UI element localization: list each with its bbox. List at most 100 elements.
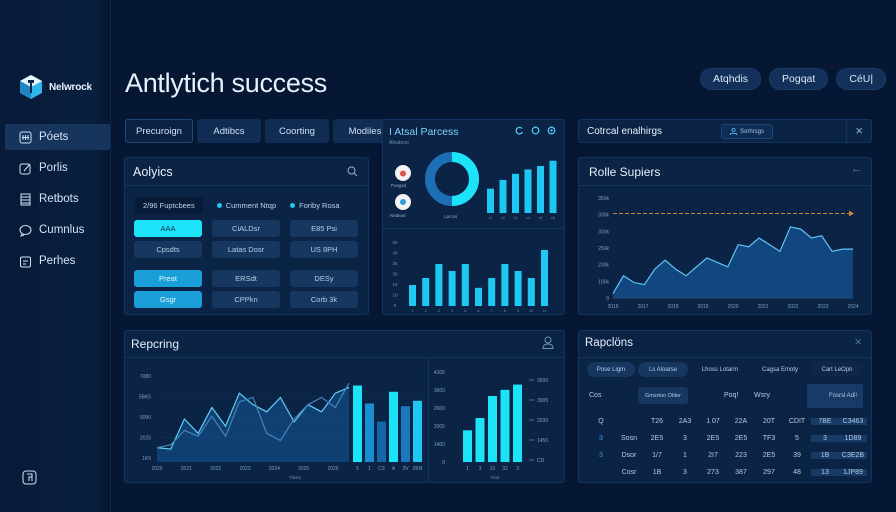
svg-text:9: 9 bbox=[517, 309, 519, 313]
grid-button[interactable]: AAA bbox=[134, 220, 202, 237]
gear-icon[interactable] bbox=[547, 126, 556, 135]
svg-text:50: 50 bbox=[392, 240, 398, 245]
filter-chip[interactable]: Cart LeOpn bbox=[811, 362, 863, 377]
tab-adtibcs[interactable]: Adtibcs bbox=[196, 119, 261, 143]
svg-text:2024: 2024 bbox=[269, 466, 280, 472]
sidebar-item-label: Retbots bbox=[39, 193, 79, 205]
role-area-chart: 0 100k 200k 250k 300k 330k 350k 2016 2017 2018 201… bbox=[598, 196, 859, 310]
grid-button[interactable]: Corb 3k bbox=[290, 291, 358, 308]
table-row[interactable]: 3 Sosn 2E5 3 2E5 2E5 TF3 5 3 1D89 bbox=[587, 430, 867, 447]
regions-title: Rapclöns bbox=[585, 337, 633, 349]
svg-text:Tlasm: Tlasm bbox=[289, 475, 302, 480]
legend-item[interactable]: Cumment Ntqp bbox=[216, 201, 276, 210]
close-icon[interactable]: × bbox=[854, 334, 862, 349]
svg-text:1: 1 bbox=[412, 309, 414, 313]
bar bbox=[435, 264, 443, 306]
grid-button[interactable]: DESy bbox=[290, 270, 358, 287]
svg-text:2016: 2016 bbox=[607, 304, 618, 310]
action-button-1[interactable]: Atqhdis bbox=[700, 68, 762, 90]
table-cell: 223 bbox=[735, 452, 747, 459]
tab-bar: Precuroign Adtibcs Coorting Modiles bbox=[125, 119, 397, 143]
bar bbox=[501, 264, 509, 306]
grid-button[interactable]: CPPkn bbox=[212, 291, 280, 308]
regions-panel: Rapclöns × Pose Ligm Ls Aloarse Lhoss Lo… bbox=[578, 330, 872, 483]
reporting-panel: Repcring 1K5 2025 5090 5BK5 7080 5 1 C3 A 3V 2KN 20… bbox=[124, 330, 565, 483]
table-row[interactable]: 3 Dsor 1/7 1 2I7 223 2E5 39 1B C3E2B bbox=[587, 447, 867, 464]
sidebar-item-cumnlus[interactable]: Cumnlus bbox=[5, 217, 110, 243]
brand-logo-icon bbox=[20, 75, 42, 99]
regions-row0-chip[interactable]: Gmsrtoo Ohler bbox=[638, 387, 688, 404]
svg-text:2026: 2026 bbox=[327, 466, 338, 472]
svg-text:11: 11 bbox=[543, 309, 547, 313]
action-button-2[interactable]: Pogqat bbox=[769, 68, 829, 90]
legend-item[interactable]: 2/96 Fuptcbees bbox=[135, 197, 203, 214]
svg-text:350k: 350k bbox=[598, 196, 609, 202]
close-icon[interactable]: × bbox=[855, 123, 863, 138]
table-cell: 2I7 bbox=[708, 452, 718, 459]
control-panel: Cotrcal enalhirgs Sorhrsgs × bbox=[578, 119, 872, 144]
sidebar-item-porlis[interactable]: Porlis bbox=[5, 155, 110, 181]
bar bbox=[401, 406, 410, 462]
settings-icon[interactable] bbox=[22, 470, 37, 485]
sidebar-item-poets[interactable]: Póets bbox=[5, 124, 110, 150]
refresh-icon[interactable] bbox=[515, 126, 524, 135]
table-cell: 1 bbox=[683, 452, 687, 459]
alert-icon bbox=[400, 170, 406, 177]
grid-button[interactable]: US 8PH bbox=[290, 241, 358, 258]
svg-text:2: 2 bbox=[425, 309, 427, 313]
svg-text:5: 5 bbox=[464, 309, 466, 313]
bar bbox=[549, 160, 557, 213]
table-row[interactable]: Cosr 1B 3 273 387 297 48 13 1JP89 bbox=[587, 464, 867, 481]
grid-button[interactable]: Gsgr bbox=[134, 291, 202, 308]
bottom-bar-chart: 50 40 35 30 15 10 5 1 2 3 4 5 6 7 8 9 10 11 bbox=[392, 240, 548, 313]
dot-icon bbox=[216, 203, 222, 208]
filter-chip[interactable]: Lhoss Lotarm bbox=[701, 366, 739, 373]
grid-button[interactable]: ERSdt bbox=[212, 270, 280, 287]
table-cell: Cosr bbox=[621, 469, 637, 476]
filter-chip[interactable]: Cagsa Emoty bbox=[761, 366, 798, 373]
bar bbox=[389, 391, 398, 462]
bar bbox=[500, 389, 510, 462]
grid-button[interactable]: Cpsdts bbox=[134, 241, 202, 258]
svg-text:300k: 300k bbox=[598, 229, 609, 235]
badge-pusgsd[interactable] bbox=[395, 165, 411, 181]
back-icon[interactable]: ← bbox=[851, 163, 862, 175]
sidebar-item-perhes[interactable]: Perhes bbox=[5, 248, 110, 274]
brand[interactable]: Nelwrock bbox=[18, 74, 92, 100]
svg-text:2025: 2025 bbox=[298, 466, 309, 472]
user-icon[interactable] bbox=[542, 336, 554, 349]
search-icon[interactable] bbox=[347, 166, 358, 177]
bar bbox=[413, 400, 422, 462]
sidebar-item-label: Porlis bbox=[39, 162, 68, 174]
svg-text:2600: 2600 bbox=[434, 406, 445, 412]
grid-button[interactable]: Latas Dosr bbox=[212, 241, 280, 258]
legend-item[interactable]: Foriby Rosa bbox=[290, 201, 340, 210]
svg-text:2020: 2020 bbox=[151, 466, 162, 472]
svg-text:1: 1 bbox=[466, 466, 469, 472]
badge-nedsed[interactable] bbox=[395, 194, 411, 210]
filter-chip[interactable]: Ls Aloarse bbox=[638, 362, 688, 377]
bar bbox=[527, 278, 535, 306]
svg-text:2023: 2023 bbox=[239, 466, 250, 472]
badge-label: Pusgsd bbox=[391, 183, 407, 188]
sidebar-item-retbots[interactable]: Retbots bbox=[5, 186, 110, 212]
table-cell: 7BE bbox=[811, 418, 839, 425]
target-icon[interactable] bbox=[531, 126, 540, 135]
bar bbox=[541, 250, 548, 306]
grid-button[interactable]: CiALDsr bbox=[212, 220, 280, 237]
grid-button[interactable]: Preat bbox=[134, 270, 202, 287]
bar bbox=[409, 285, 416, 306]
bar bbox=[512, 173, 519, 213]
filter-chip[interactable]: Pose Ligm bbox=[587, 362, 635, 377]
role-panel: Rolle Supiers ← 0 100k 200k 250k 300k 330k 350… bbox=[578, 157, 872, 315]
reporting-line-chart: 1K5 2025 5090 5BK5 7080 5 1 C3 A 3V 2KN 2020 2021 202… bbox=[139, 374, 425, 480]
list-icon bbox=[20, 193, 31, 205]
action-button-3[interactable]: CéU| bbox=[836, 68, 887, 90]
tab-coorting[interactable]: Coorting bbox=[264, 119, 329, 143]
control-badge[interactable]: Sorhrsgs bbox=[721, 124, 774, 139]
svg-text:2030: 2030 bbox=[537, 418, 548, 424]
svg-text:2021: 2021 bbox=[757, 304, 768, 310]
tab-precuroign[interactable]: Precuroign bbox=[125, 119, 193, 143]
grid-button[interactable]: E85 Psi bbox=[290, 220, 358, 237]
bar bbox=[488, 396, 497, 462]
